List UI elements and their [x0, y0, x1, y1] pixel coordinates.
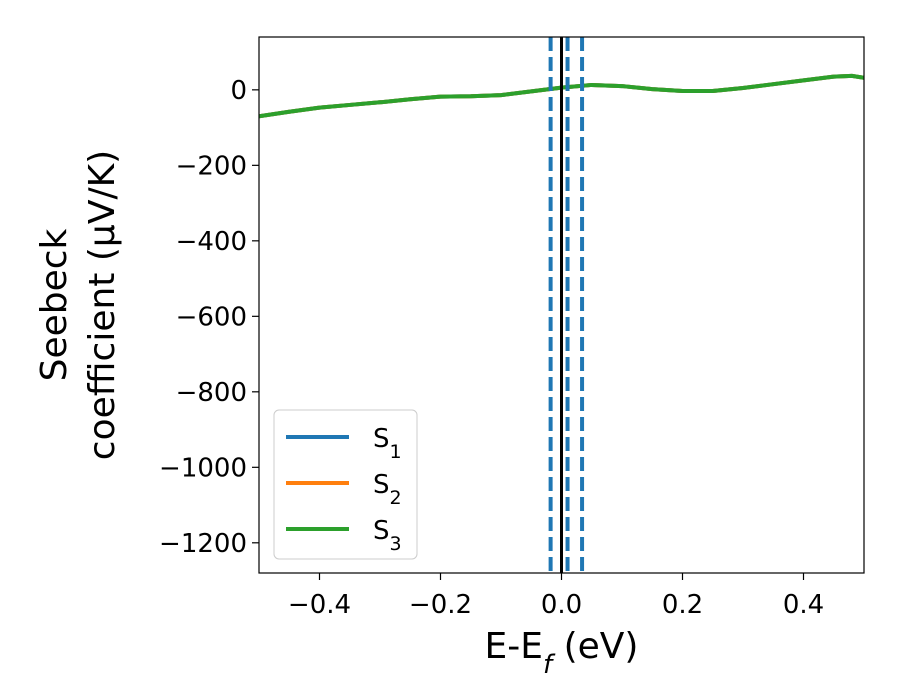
y-axis-label-line2: coefficient (μV/K) — [82, 150, 123, 460]
x-tick-label: 0.4 — [783, 590, 824, 620]
y-axis-label-line1: Seebeck — [34, 228, 75, 381]
legend-label-s2: S2 — [373, 470, 402, 509]
x-tick-label: −0.4 — [288, 590, 351, 620]
series-line-s3 — [259, 73, 864, 119]
y-tick-label: −200 — [176, 151, 247, 181]
y-tick-label: −800 — [176, 378, 247, 408]
x-tick-label: 0.2 — [662, 590, 703, 620]
axis-ticks: −0.4 −0.2 0.0 0.2 0.4 0 −200 −400 −600 −800 −1000 −… — [159, 76, 824, 620]
y-tick-label: −600 — [176, 302, 247, 332]
plot-area — [259, 37, 864, 573]
x-tick-label: 0.0 — [541, 590, 582, 620]
y-tick-label: −400 — [176, 227, 247, 257]
y-tick-label: −1000 — [159, 453, 247, 483]
x-axis-label: E-Ef (eV) — [485, 626, 639, 680]
y-tick-label: 0 — [230, 76, 247, 106]
legend-label-s3: S3 — [373, 516, 402, 555]
x-tick-label: −0.2 — [409, 590, 472, 620]
legend-label-s1: S1 — [373, 424, 402, 463]
y-tick-label: −1200 — [159, 529, 247, 559]
legend: S1 S2 S3 — [273, 409, 418, 560]
y-axis-label: Seebeck coefficient (μV/K) — [34, 150, 123, 460]
